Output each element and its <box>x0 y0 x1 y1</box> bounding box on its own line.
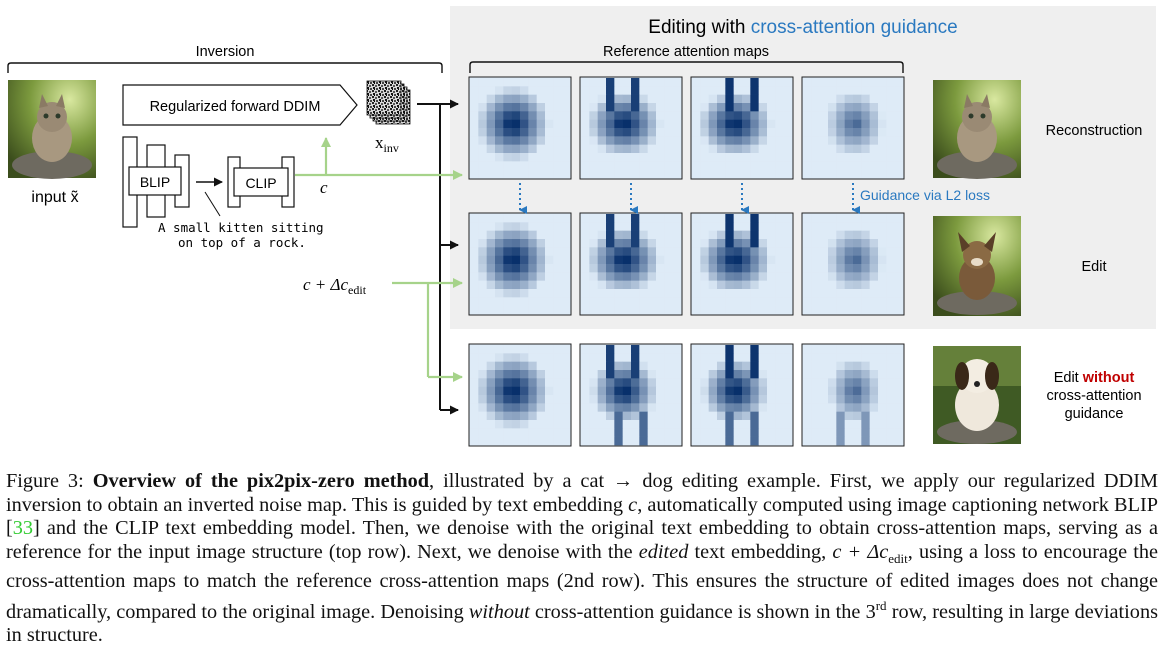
blip-label: BLIP <box>140 174 170 190</box>
blip-block <box>122 136 190 228</box>
clip-label: CLIP <box>245 175 276 191</box>
inverted-noise-stack <box>366 80 411 125</box>
output-image-reconstruction <box>933 80 1021 179</box>
output-image-edit-without <box>933 346 1021 444</box>
caption-c-symbol: c <box>628 493 638 516</box>
caption-text: , using a loss to encourage the cross-at… <box>6 540 1159 623</box>
caption-text: ] and the CLIP text embedding model. The… <box>6 517 1158 563</box>
attention-map-tile <box>801 212 905 316</box>
attention-map-tile <box>690 212 794 316</box>
caption-text-line2: on top of a rock. <box>178 235 306 250</box>
reference-attention-label: Reference attention maps <box>603 44 769 60</box>
caption-text: , illustrated by a cat → dog editing exa… <box>6 470 1158 516</box>
caption-c-edit-subscript: edit <box>888 550 908 566</box>
input-label: input x̃ <box>31 189 78 206</box>
x-inv-label: xinv <box>375 133 399 155</box>
panel-title: Editing with cross-attention guidance <box>648 17 957 38</box>
caption-rd-superscript: rd <box>875 598 887 614</box>
citation-link[interactable]: 33 <box>12 517 34 540</box>
caption-edited-word: edited <box>638 540 689 563</box>
row-label-reconstruction: Reconstruction <box>1046 123 1143 139</box>
caption-text-line1: A small kitten sitting <box>158 220 324 235</box>
caption-text: text embedding, <box>688 540 833 563</box>
caption-figure-label: Figure 3: <box>6 470 93 492</box>
attention-map-tile <box>468 212 572 316</box>
attention-map-tile <box>690 76 794 180</box>
figure: Editing with cross-attention guidance Re… <box>7 6 1156 447</box>
row-label-edit: Edit <box>1082 259 1107 275</box>
reference-bracket <box>469 61 904 73</box>
figure-caption: Figure 3: Overview of the pix2pix-zero m… <box>6 470 1158 648</box>
c-edit-label: c + Δcedit <box>303 275 367 297</box>
attention-map-tile <box>468 343 572 447</box>
guidance-label: Guidance via L2 loss <box>860 187 990 203</box>
attention-map-tile <box>579 212 683 316</box>
attention-map-tile <box>468 76 572 180</box>
caption-text: cross-attention guidance is shown in the… <box>529 600 876 623</box>
attention-map-tile <box>579 343 683 447</box>
caption-without-word: without <box>468 600 530 623</box>
row-label-edit-without-line2: cross-attention <box>1046 388 1141 404</box>
caption-c-edit-symbol: c + Δc <box>832 540 889 563</box>
figure-diagram: Editing with cross-attention guidance Re… <box>7 6 1156 447</box>
clip-block <box>227 156 295 208</box>
ddim-box <box>122 84 358 126</box>
caption-text: row, resulting in large deviations in st… <box>6 600 1158 647</box>
attention-map-tile <box>579 76 683 180</box>
caption-text: , automatically computed using image cap… <box>6 493 1158 540</box>
output-image-edit <box>933 216 1021 316</box>
attention-map-tile <box>801 343 905 447</box>
row-label-edit-without: Edit without <box>1054 370 1135 386</box>
c-label: c <box>320 178 328 197</box>
row-label-edit-without-line3: guidance <box>1065 406 1124 422</box>
ddim-label: Regularized forward DDIM <box>150 99 321 115</box>
attention-map-tile <box>801 76 905 180</box>
inversion-label: Inversion <box>196 44 255 60</box>
inversion-bracket <box>7 62 443 73</box>
input-image <box>8 80 96 179</box>
caption-bold-title: Overview of the pix2pix-zero method <box>92 470 430 492</box>
attention-map-grid <box>468 76 905 447</box>
attention-map-tile <box>690 343 794 447</box>
